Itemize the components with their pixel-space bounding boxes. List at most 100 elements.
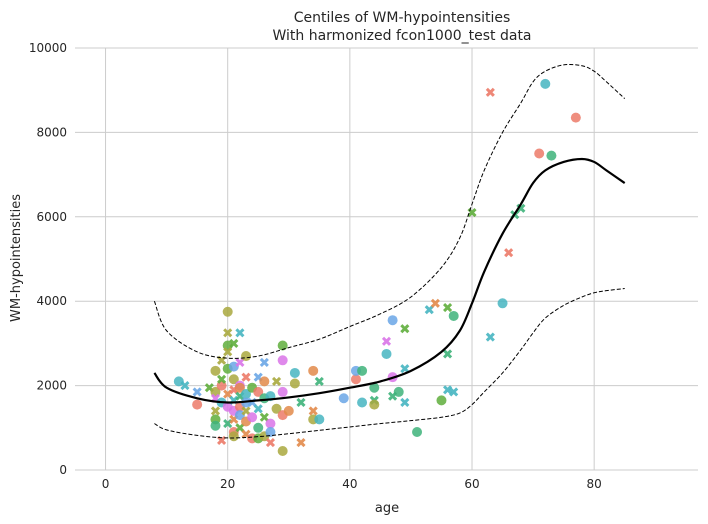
data-point-x (235, 328, 245, 338)
data-point (277, 446, 288, 457)
data-point (265, 427, 276, 438)
data-point (497, 298, 508, 309)
data-point-x (400, 364, 410, 374)
data-point (540, 78, 551, 89)
data-point (210, 420, 221, 431)
data-point-x (217, 374, 227, 384)
data-point (436, 395, 447, 406)
data-point-x (271, 376, 282, 386)
data-point-x (485, 87, 495, 97)
data-point (192, 399, 203, 410)
x-tick-label: 60 (464, 477, 479, 491)
data-point (546, 150, 557, 161)
data-point-x (296, 397, 306, 408)
data-point-x (485, 332, 495, 342)
data-point (247, 412, 258, 423)
y-tick-label: 8000 (36, 125, 67, 139)
x-tick-label: 20 (220, 477, 235, 491)
chart-title: Centiles of WM-hypointensities (294, 10, 511, 26)
data-point-x (180, 381, 190, 391)
data-point-x (235, 357, 245, 367)
y-tick-label: 4000 (36, 294, 67, 308)
data-point (253, 422, 264, 433)
y-axis-ticks: 0 2000 4000 6000 8000 10000 (29, 41, 67, 477)
data-point-x (241, 406, 251, 416)
data-point-x (229, 338, 239, 348)
grid (75, 47, 698, 471)
y-tick-label: 2000 (36, 379, 67, 393)
data-point (448, 310, 459, 321)
y-tick-label: 0 (59, 463, 67, 477)
y-axis-label: WM-hypointensities (9, 194, 24, 322)
data-point (277, 386, 288, 397)
data-point-x (217, 435, 227, 446)
data-point-x (259, 412, 269, 422)
y-tick-label: 10000 (29, 41, 67, 55)
data-point (241, 389, 252, 400)
data-point (222, 306, 233, 317)
data-point (277, 340, 288, 351)
data-point-x (192, 387, 202, 397)
data-point-x (443, 349, 453, 359)
data-point (357, 397, 368, 408)
data-point-x (265, 438, 276, 448)
data-point-x (443, 385, 453, 395)
data-point-x (308, 406, 318, 416)
data-point (387, 315, 398, 326)
data-point (534, 148, 545, 159)
centile-line-upper (153, 63, 626, 359)
data-point (265, 418, 276, 429)
centile-line-median (153, 157, 626, 404)
x-axis-label: age (375, 501, 399, 516)
data-point (228, 431, 239, 442)
data-point (289, 367, 300, 378)
data-point-x (504, 248, 514, 258)
data-point (271, 403, 282, 414)
data-point (393, 386, 404, 397)
x-tick-label: 80 (587, 477, 602, 491)
y-tick-label: 6000 (36, 210, 67, 224)
data-point (350, 374, 361, 385)
data-point-x (223, 328, 233, 338)
data-point (277, 355, 288, 366)
centile-line-lower (154, 288, 625, 439)
data-point-x (253, 404, 263, 414)
data-point (570, 112, 581, 123)
data-point (289, 378, 300, 389)
data-point (234, 382, 245, 393)
data-point (259, 376, 270, 387)
x-tick-label: 0 (102, 477, 110, 491)
data-point-x (400, 397, 410, 408)
data-point-x (223, 347, 233, 357)
data-point (357, 365, 368, 376)
data-point (412, 427, 423, 438)
data-point (369, 399, 380, 410)
data-point-x (314, 376, 324, 386)
data-point-x (259, 357, 269, 367)
x-tick-label: 40 (342, 477, 357, 491)
data-point (253, 386, 264, 397)
data-point-x (210, 406, 221, 416)
data-point-x (400, 324, 410, 334)
data-point (283, 405, 294, 416)
chart-subtitle: With harmonized fcon1000_test data (272, 28, 531, 44)
data-point (228, 374, 239, 385)
data-point-x (381, 336, 392, 346)
data-point-x (443, 302, 453, 313)
data-point-x (241, 372, 251, 382)
scatter-points (173, 78, 581, 457)
data-point (241, 351, 252, 362)
data-point (369, 382, 380, 393)
centile-curves (153, 63, 626, 439)
data-point (381, 348, 392, 359)
data-point-x (449, 387, 459, 397)
x-axis-ticks: 0 20 40 60 80 (102, 477, 602, 491)
data-point-x (424, 305, 434, 315)
data-point (338, 393, 349, 404)
data-point-x (296, 438, 306, 448)
data-point (314, 414, 325, 425)
data-point-x (235, 423, 245, 433)
data-point (308, 365, 319, 376)
data-point-x (430, 298, 440, 308)
